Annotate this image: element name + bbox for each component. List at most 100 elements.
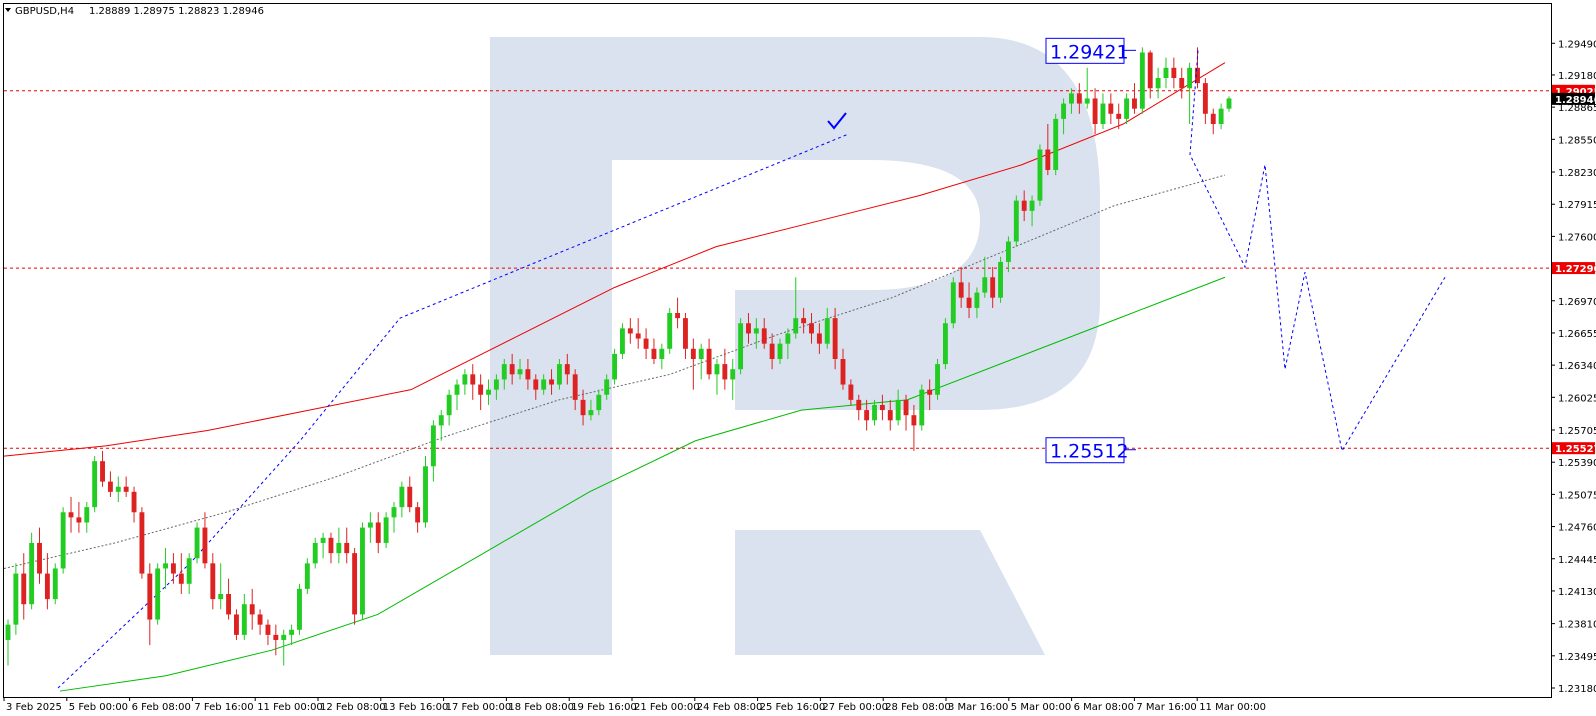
candle-body[interactable] <box>730 369 736 380</box>
candle-body[interactable] <box>163 563 168 569</box>
candle-body[interactable] <box>1029 200 1035 211</box>
candle-body[interactable] <box>249 604 255 615</box>
candle-body[interactable] <box>115 486 121 492</box>
candle-body[interactable] <box>848 384 854 400</box>
candle-body[interactable] <box>572 374 578 400</box>
candle-body[interactable] <box>1005 241 1011 262</box>
candle-body[interactable] <box>273 634 279 640</box>
candle-body[interactable] <box>478 384 484 395</box>
candle-body[interactable] <box>352 553 358 615</box>
candle-body[interactable] <box>816 333 822 344</box>
candle-body[interactable] <box>958 282 964 298</box>
candle-body[interactable] <box>1100 103 1106 124</box>
candle-body[interactable] <box>903 399 909 416</box>
candle-body[interactable] <box>320 537 326 543</box>
candle-body[interactable] <box>974 292 980 308</box>
candle-body[interactable] <box>706 348 712 375</box>
candle-body[interactable] <box>1210 113 1216 124</box>
candle-body[interactable] <box>257 614 263 625</box>
candle-body[interactable] <box>777 343 783 359</box>
candle-body[interactable] <box>651 348 657 359</box>
candle-body[interactable] <box>509 364 515 375</box>
candle-body[interactable] <box>493 379 499 390</box>
candle-body[interactable] <box>604 379 610 395</box>
candle-body[interactable] <box>1179 78 1185 89</box>
candle-body[interactable] <box>1124 98 1130 119</box>
candle-body[interactable] <box>1139 52 1145 109</box>
candle-body[interactable] <box>407 486 413 508</box>
candle-body[interactable] <box>297 588 302 630</box>
candle-body[interactable] <box>241 604 247 635</box>
candle-body[interactable] <box>966 297 972 308</box>
candle-body[interactable] <box>998 261 1003 298</box>
candle-body[interactable] <box>746 323 751 334</box>
candle-body[interactable] <box>344 542 350 554</box>
candle-body[interactable] <box>501 364 507 380</box>
candle-body[interactable] <box>438 415 444 426</box>
candle-body[interactable] <box>517 369 523 375</box>
candle-body[interactable] <box>1013 200 1019 242</box>
candle-body[interactable] <box>84 507 90 523</box>
candle-body[interactable] <box>785 333 791 344</box>
candle-body[interactable] <box>462 374 468 385</box>
candle-body[interactable] <box>375 522 381 543</box>
candle-body[interactable] <box>202 527 208 564</box>
candle-body[interactable] <box>1226 98 1232 109</box>
candle-body[interactable] <box>234 614 239 635</box>
candle-body[interactable] <box>1021 200 1027 211</box>
candle-body[interactable] <box>68 512 74 518</box>
candle-body[interactable] <box>76 517 82 523</box>
candle-body[interactable] <box>541 379 547 390</box>
candle-body[interactable] <box>13 573 19 625</box>
candle-body[interactable] <box>927 389 933 395</box>
candle-body[interactable] <box>1187 67 1193 89</box>
candle-body[interactable] <box>627 328 633 334</box>
candle-body[interactable] <box>1218 108 1224 124</box>
candle-body[interactable] <box>1084 98 1090 104</box>
candle-body[interactable] <box>399 486 405 508</box>
candle-body[interactable] <box>769 343 775 359</box>
candle-body[interactable] <box>832 318 838 359</box>
candle-body[interactable] <box>170 563 176 574</box>
candle-body[interactable] <box>265 624 271 635</box>
candle-body[interactable] <box>139 512 145 574</box>
candle-body[interactable] <box>1202 83 1208 114</box>
candle-body[interactable] <box>612 353 618 380</box>
candle-body[interactable] <box>761 328 767 344</box>
candle-body[interactable] <box>990 277 996 298</box>
candle-body[interactable] <box>486 389 491 395</box>
candle-body[interactable] <box>911 415 917 426</box>
candle-body[interactable] <box>675 313 681 319</box>
candle-body[interactable] <box>564 364 570 375</box>
candle-body[interactable] <box>809 323 814 334</box>
candle-body[interactable] <box>801 318 807 324</box>
candle-body[interactable] <box>100 461 105 482</box>
candle-body[interactable] <box>635 333 641 339</box>
candle-body[interactable] <box>391 507 397 518</box>
candle-body[interactable] <box>683 318 688 349</box>
candle-body[interactable] <box>1195 67 1200 84</box>
candle-body[interactable] <box>446 394 452 416</box>
candle-body[interactable] <box>92 461 98 508</box>
candle-body[interactable] <box>1163 67 1169 79</box>
candle-body[interactable] <box>178 573 184 584</box>
candle-body[interactable] <box>367 522 373 528</box>
candle-body[interactable] <box>131 491 137 513</box>
candle-body[interactable] <box>722 364 728 380</box>
candle-body[interactable] <box>879 404 885 411</box>
candle-body[interactable] <box>525 369 531 380</box>
candle-body[interactable] <box>942 323 948 365</box>
candle-body[interactable] <box>430 425 436 467</box>
candle-body[interactable] <box>919 389 925 426</box>
candle-body[interactable] <box>1076 93 1082 104</box>
candle-body[interactable] <box>1108 103 1114 114</box>
candle-body[interactable] <box>738 323 744 370</box>
candle-body[interactable] <box>1037 149 1043 201</box>
candle-body[interactable] <box>840 359 846 385</box>
candle-body[interactable] <box>226 594 232 615</box>
candle-body[interactable] <box>289 629 295 635</box>
candle-body[interactable] <box>29 542 35 605</box>
dropdown-triangle-icon[interactable] <box>5 8 11 12</box>
candle-body[interactable] <box>454 384 460 395</box>
